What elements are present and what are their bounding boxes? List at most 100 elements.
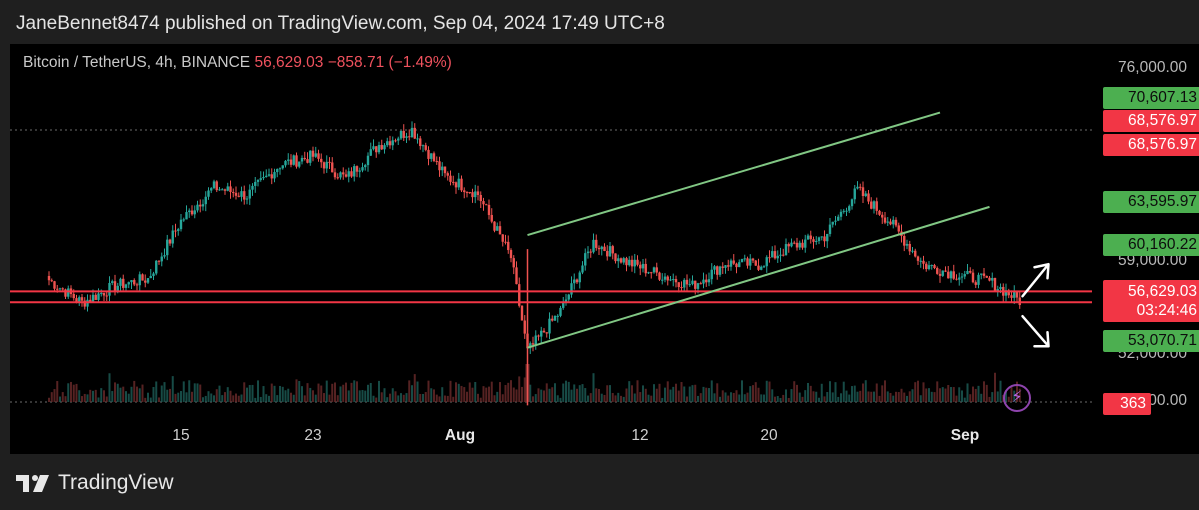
candle-body — [427, 149, 430, 159]
volume-bar — [614, 395, 617, 402]
candle-body — [179, 219, 183, 230]
candle-body — [94, 294, 97, 300]
volume-bar — [697, 395, 699, 402]
candle-body — [474, 191, 477, 198]
volume-bar — [213, 395, 215, 402]
volume-bar — [991, 392, 994, 402]
candle-body — [465, 192, 469, 194]
candle-body — [463, 190, 466, 193]
lightning-icon[interactable]: ⚡ — [1003, 384, 1031, 412]
price-tag-68576-b[interactable]: 68,576.97 — [1103, 134, 1199, 156]
candle-body — [119, 278, 122, 286]
candle-body — [518, 284, 521, 306]
candle-body — [256, 179, 260, 182]
candle-body — [941, 270, 944, 276]
chart-area[interactable]: Bitcoin / TetherUS, 4h, BINANCE 56,629.0… — [10, 44, 1199, 454]
candle-body — [614, 253, 617, 262]
footer-brand[interactable]: TradingView — [16, 468, 174, 498]
price-tag-current[interactable]: 56,629.03 03:24:46 — [1103, 280, 1199, 322]
volume-bar — [809, 385, 812, 402]
candle-body — [160, 256, 163, 262]
price-tag-70607[interactable]: 70,607.13 — [1103, 87, 1199, 109]
volume-bar — [433, 389, 435, 402]
price-tag-68576-a[interactable]: 68,576.97 — [1103, 110, 1199, 132]
volume-bar — [510, 380, 512, 402]
volume-bar — [642, 385, 644, 402]
volume-bar — [232, 395, 235, 402]
candle-body — [163, 255, 166, 257]
candle-body — [146, 278, 150, 283]
volume-bar — [375, 397, 378, 402]
volume-bar — [587, 395, 589, 402]
volume-bar — [606, 385, 609, 402]
volume-bar — [672, 386, 675, 402]
volume-bar — [782, 394, 785, 402]
candle-body — [938, 273, 942, 276]
volume-bar — [422, 393, 424, 402]
candle-body — [185, 212, 188, 220]
volume-bar — [721, 390, 724, 402]
volume-bar — [818, 397, 820, 402]
candle-body — [485, 204, 488, 206]
volume-bar — [127, 393, 130, 402]
volume-bar — [862, 383, 864, 402]
volume-bar — [103, 390, 105, 402]
candle-body — [353, 166, 356, 177]
candle-body — [622, 258, 625, 263]
volume-bar — [688, 386, 691, 402]
candle-body — [933, 265, 936, 269]
candle-body — [281, 165, 284, 169]
volume-bar — [911, 389, 914, 402]
volume-bar — [182, 381, 185, 402]
candle-body — [435, 161, 438, 163]
candle-body — [562, 301, 565, 308]
candle-body — [267, 174, 271, 176]
volume-bar — [620, 395, 622, 402]
volume-bar — [191, 391, 193, 402]
volume-bar — [380, 392, 383, 402]
volume-bar — [281, 386, 284, 402]
volume-bar — [482, 386, 485, 402]
volume-bar — [757, 387, 760, 402]
volume-bar — [966, 383, 969, 402]
volume-tag[interactable]: 363 — [1103, 393, 1151, 415]
candle-body — [1007, 290, 1010, 296]
candle-body — [724, 265, 727, 268]
candle-body — [188, 210, 191, 213]
volume-bar — [738, 394, 741, 402]
volume-bar — [61, 392, 64, 402]
volume-bar — [936, 381, 939, 402]
price-tag-60160[interactable]: 60,160.22 — [1103, 234, 1199, 256]
volume-bar — [301, 386, 303, 402]
volume-bar — [174, 393, 177, 402]
candle-body — [273, 172, 276, 179]
volume-bar — [218, 385, 221, 402]
candle-body — [416, 138, 419, 140]
volume-bar — [617, 392, 620, 402]
volume-bar — [622, 396, 625, 402]
volume-bar — [878, 395, 881, 402]
candle-body — [790, 242, 793, 247]
candle-body — [672, 279, 675, 281]
candle-body — [355, 166, 359, 172]
volume-bar — [119, 387, 122, 402]
candle-body — [908, 243, 911, 252]
volume-bar — [834, 382, 837, 402]
volume-bar — [829, 381, 831, 402]
candle-body — [399, 130, 403, 139]
volume-bar — [185, 392, 188, 402]
candle-body — [644, 263, 647, 274]
candle-body — [886, 221, 889, 223]
volume-bar — [930, 391, 933, 402]
candle-body — [193, 210, 196, 215]
candle-body — [311, 150, 315, 157]
volume-bar — [235, 393, 237, 402]
candle-body — [482, 201, 485, 205]
price-tag-63595[interactable]: 63,595.97 — [1103, 191, 1199, 213]
candle-body — [735, 263, 738, 268]
volume-bar — [719, 396, 721, 402]
volume-bar — [226, 387, 229, 402]
price-tag-53070[interactable]: 53,070.71 — [1103, 330, 1199, 352]
candle-body — [729, 260, 733, 267]
volume-bar — [463, 387, 466, 402]
